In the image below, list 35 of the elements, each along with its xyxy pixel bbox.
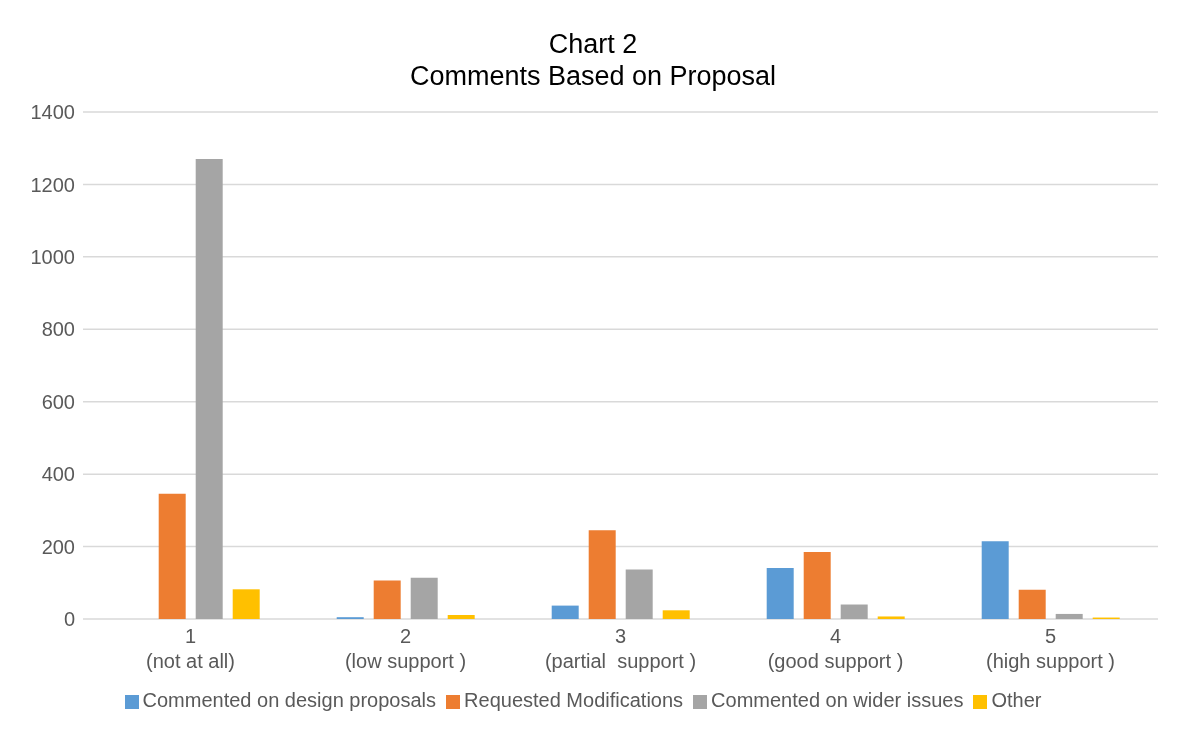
x-tick-label: 5 (high support ) [986, 625, 1115, 672]
bar [195, 159, 223, 619]
bar [551, 605, 579, 619]
bar [766, 567, 794, 619]
bar [588, 530, 616, 619]
y-tick-label: 0 [63, 608, 75, 631]
y-tick-label: 200 [41, 535, 75, 558]
y-tick-label: 400 [41, 463, 75, 486]
bar [981, 541, 1009, 619]
x-tick-label: 3 (partial support ) [544, 625, 697, 672]
x-tick-label: 2 (low support ) [344, 625, 467, 672]
bar [625, 569, 653, 619]
x-tick-label: 1 (not at all) [146, 625, 235, 672]
chart-title: Chart 2 Comments Based on Proposal [408, 28, 778, 92]
bar [1055, 613, 1083, 619]
bar [232, 589, 260, 619]
y-tick-label: 1000 [30, 245, 75, 268]
y-tick-label: 1400 [30, 101, 75, 124]
legend-label: Commented on design proposals [142, 689, 437, 711]
bar [840, 604, 868, 619]
bar [803, 552, 831, 619]
legend-label: Other [991, 689, 1042, 711]
legend-label: Requested Modifications [464, 689, 684, 711]
bar [373, 580, 401, 619]
bar [1018, 589, 1046, 619]
y-tick-label: 600 [41, 390, 75, 413]
y-tick-label: 800 [41, 318, 75, 341]
y-tick-label: 1200 [30, 173, 75, 196]
bar [877, 616, 905, 619]
x-tick-label: 4 (good support ) [767, 625, 904, 672]
bar [447, 615, 475, 619]
bar [662, 610, 690, 619]
bar [158, 493, 186, 619]
legend-label: Commented on wider issues [711, 689, 964, 711]
bar [410, 577, 438, 619]
